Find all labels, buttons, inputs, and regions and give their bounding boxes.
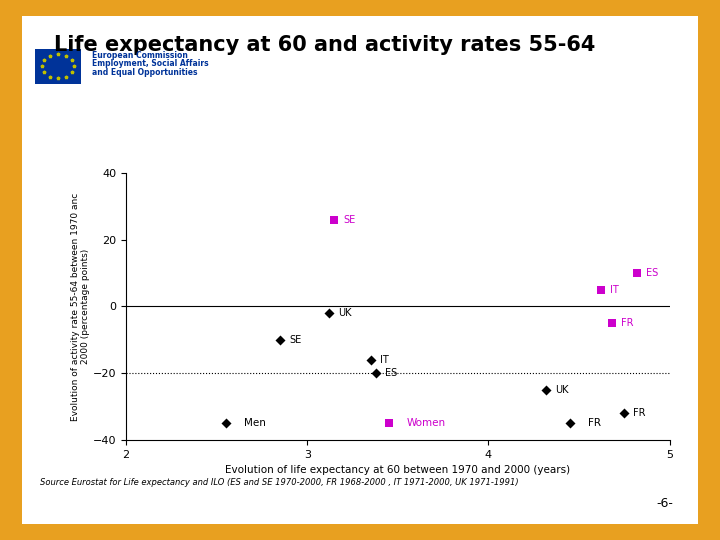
- Text: Employment, Social Affairs: Employment, Social Affairs: [92, 59, 209, 69]
- Text: SE: SE: [289, 335, 302, 345]
- Text: IT: IT: [610, 285, 618, 295]
- Text: FR: FR: [621, 318, 633, 328]
- Text: Source Eurostat for Life expectancy and ILO (ES and SE 1970-2000, FR 1968-2000 ,: Source Eurostat for Life expectancy and …: [40, 478, 518, 487]
- Point: [631, 269, 643, 278]
- Text: Life expectancy at 60 and activity rates 55-64: Life expectancy at 60 and activity rates…: [54, 35, 595, 55]
- Point: [564, 419, 576, 428]
- Text: UK: UK: [555, 385, 569, 395]
- Text: -6-: -6-: [657, 497, 673, 510]
- Point: [595, 286, 606, 294]
- Point: [274, 335, 286, 344]
- Y-axis label: Evolution of activity rate 55-64 between 1970 anc
2000 (percentage points): Evolution of activity rate 55-64 between…: [71, 192, 90, 421]
- Point: [365, 356, 377, 364]
- Point: [323, 309, 335, 318]
- Point: [328, 215, 340, 224]
- Text: ES: ES: [385, 368, 397, 379]
- Text: and Equal Opportunities: and Equal Opportunities: [92, 68, 198, 77]
- Point: [383, 419, 395, 428]
- Point: [606, 319, 617, 327]
- Text: Men: Men: [244, 418, 266, 428]
- X-axis label: Evolution of life expectancy at 60 between 1970 and 2000 (years): Evolution of life expectancy at 60 betwe…: [225, 465, 570, 475]
- Text: European Commission: European Commission: [92, 51, 188, 60]
- Point: [370, 369, 382, 377]
- Text: IT: IT: [379, 355, 388, 365]
- Text: ES: ES: [646, 268, 658, 278]
- Text: FR: FR: [588, 418, 601, 428]
- Text: FR: FR: [634, 408, 646, 418]
- Text: SE: SE: [343, 214, 356, 225]
- Text: Women: Women: [407, 418, 446, 428]
- Point: [541, 386, 552, 394]
- Point: [618, 409, 630, 418]
- Text: UK: UK: [338, 308, 351, 318]
- Point: [220, 419, 231, 428]
